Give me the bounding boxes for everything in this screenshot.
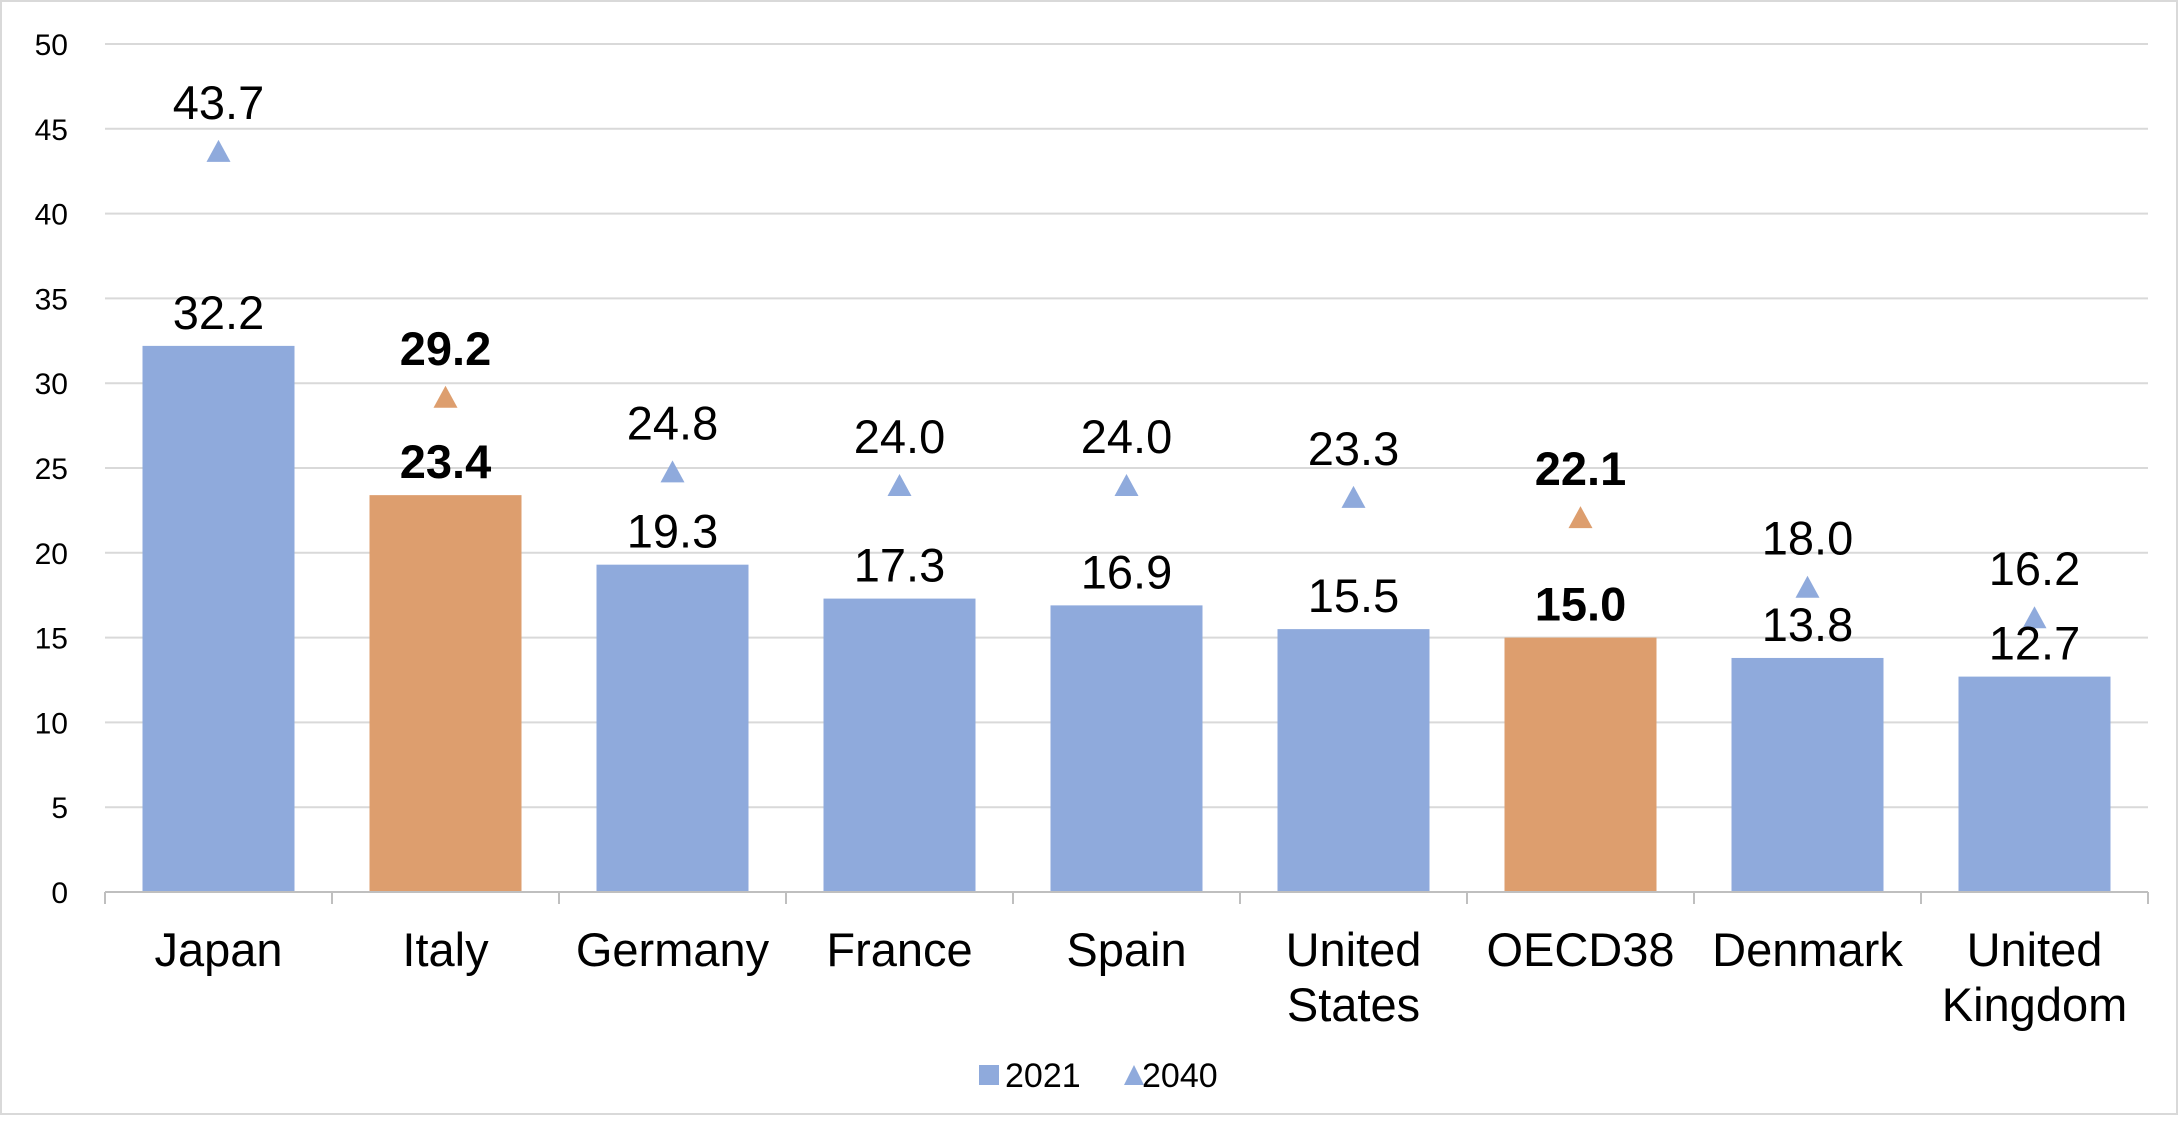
data-label-2021: 15.0 <box>1535 578 1626 631</box>
data-label-2040: 18.0 <box>1762 512 1853 565</box>
x-tick-label: States <box>1287 978 1420 1031</box>
legend-label-2040: 2040 <box>1142 1057 1218 1095</box>
y-tick-label: 35 <box>35 283 68 316</box>
bar-2021 <box>823 598 976 892</box>
data-label-2040: 23.3 <box>1308 422 1399 475</box>
legend-label-2021: 2021 <box>1005 1057 1081 1095</box>
y-tick-label: 20 <box>35 538 68 571</box>
data-label-2021: 16.9 <box>1081 545 1172 598</box>
data-labels: 32.2 43.7 23.4 29.2 19.3 24.8 17.3 24.0 16.9 24.0… <box>173 76 2080 670</box>
x-tick-label: Germany <box>576 923 770 976</box>
x-tick-label: Denmark <box>1712 923 1903 976</box>
data-label-2040: 43.7 <box>173 76 264 129</box>
y-axis: 0 5 10 15 20 25 30 35 40 45 50 <box>35 29 68 910</box>
bar-2021 <box>1958 676 2111 892</box>
x-tick-label: United <box>1967 923 2103 976</box>
marker-2040 <box>1114 473 1139 496</box>
marker-2040 <box>433 385 458 408</box>
data-label-2040: 24.0 <box>1081 410 1172 463</box>
legend-swatch-2021 <box>979 1065 999 1085</box>
marker-2040 <box>887 473 912 496</box>
marker-2040 <box>660 460 685 483</box>
x-tick-label: OECD38 <box>1486 923 1674 976</box>
data-label-2040: 24.0 <box>854 410 945 463</box>
y-tick-label: 50 <box>35 29 68 62</box>
data-label-2040: 22.1 <box>1535 442 1626 495</box>
y-tick-label: 25 <box>35 453 68 486</box>
y-tick-label: 30 <box>35 368 68 401</box>
y-tick-label: 5 <box>51 792 68 825</box>
marker-2040 <box>2022 606 2047 629</box>
x-tick-label: Italy <box>402 923 489 976</box>
y-tick-label: 40 <box>35 199 68 232</box>
bar-2021 <box>1277 629 1430 892</box>
y-tick-label: 10 <box>35 707 68 740</box>
bar-2021 <box>142 345 295 892</box>
data-label-2021: 23.4 <box>400 435 491 488</box>
markers-2040 <box>206 139 2047 629</box>
bar-2021 <box>1731 657 1884 892</box>
data-label-2021: 13.8 <box>1762 598 1853 651</box>
x-axis <box>104 891 2149 904</box>
x-tick-label: United <box>1286 923 1422 976</box>
legend-swatch-2040 <box>1124 1065 1144 1085</box>
bar-2021 <box>1050 605 1203 892</box>
x-tick-label: Spain <box>1066 923 1186 976</box>
marker-2040 <box>1568 506 1593 529</box>
marker-2040 <box>1341 485 1366 508</box>
y-tick-label: 0 <box>51 877 68 910</box>
data-label-2021: 17.3 <box>854 539 945 592</box>
bar-2021 <box>369 495 522 892</box>
data-label-2040: 16.2 <box>1989 542 2080 595</box>
marker-2040 <box>206 139 231 162</box>
marker-2040 <box>1795 575 1820 598</box>
y-tick-label: 15 <box>35 623 68 656</box>
data-label-2021: 19.3 <box>627 505 718 558</box>
bar-2021 <box>1504 637 1657 892</box>
bar-2021 <box>596 564 749 892</box>
y-tick-label: 45 <box>35 114 68 147</box>
x-tick-label: Japan <box>154 923 282 976</box>
data-label-2021: 15.5 <box>1308 569 1399 622</box>
data-label-2021: 32.2 <box>173 286 264 339</box>
legend: 2021 2040 <box>979 1057 1218 1095</box>
data-label-2040: 29.2 <box>400 322 491 375</box>
x-tick-labels: Japan Italy Germany France Spain UnitedStates… <box>154 923 2127 1031</box>
x-tick-label: Kingdom <box>1942 978 2128 1031</box>
data-label-2021: 12.7 <box>1989 617 2080 670</box>
data-label-2040: 24.8 <box>627 396 718 449</box>
bars-2021 <box>142 345 2111 892</box>
x-tick-label: France <box>826 923 972 976</box>
